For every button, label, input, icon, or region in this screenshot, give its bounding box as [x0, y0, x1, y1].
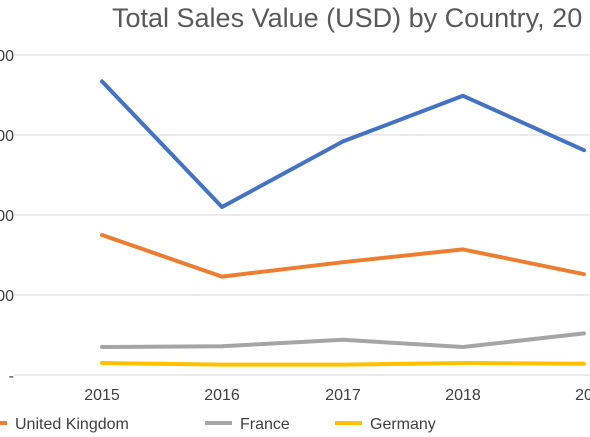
legend-label-3: Germany [370, 416, 436, 433]
y-axis-ticks: 00 00 00 00 - [0, 48, 14, 385]
series-line-2 [100, 331, 586, 349]
legend: United Kingdom France Germany [0, 416, 436, 433]
x-tick-label: 20 [575, 387, 590, 404]
y-tick-label: 00 [0, 48, 14, 65]
y-tick-label: - [9, 368, 14, 385]
x-tick-label: 2015 [84, 387, 120, 404]
x-tick-label: 2018 [445, 387, 481, 404]
y-tick-label: 00 [0, 208, 14, 225]
series-line-3 [100, 361, 586, 367]
x-tick-label: 2016 [204, 387, 240, 404]
y-tick-label: 00 [0, 288, 14, 305]
chart-title: Total Sales Value (USD) by Country, 20 [112, 3, 582, 33]
grid [14, 54, 590, 376]
legend-label-2: France [240, 416, 290, 433]
x-tick-label: 2017 [325, 387, 361, 404]
y-tick-label: 00 [0, 128, 14, 145]
series-line-1 [100, 233, 586, 279]
series-line-0 [100, 79, 586, 209]
legend-label-1: United Kingdom [15, 416, 129, 433]
series-lines [100, 79, 586, 367]
x-axis-ticks: 2015 2016 2017 2018 20 [84, 387, 590, 404]
